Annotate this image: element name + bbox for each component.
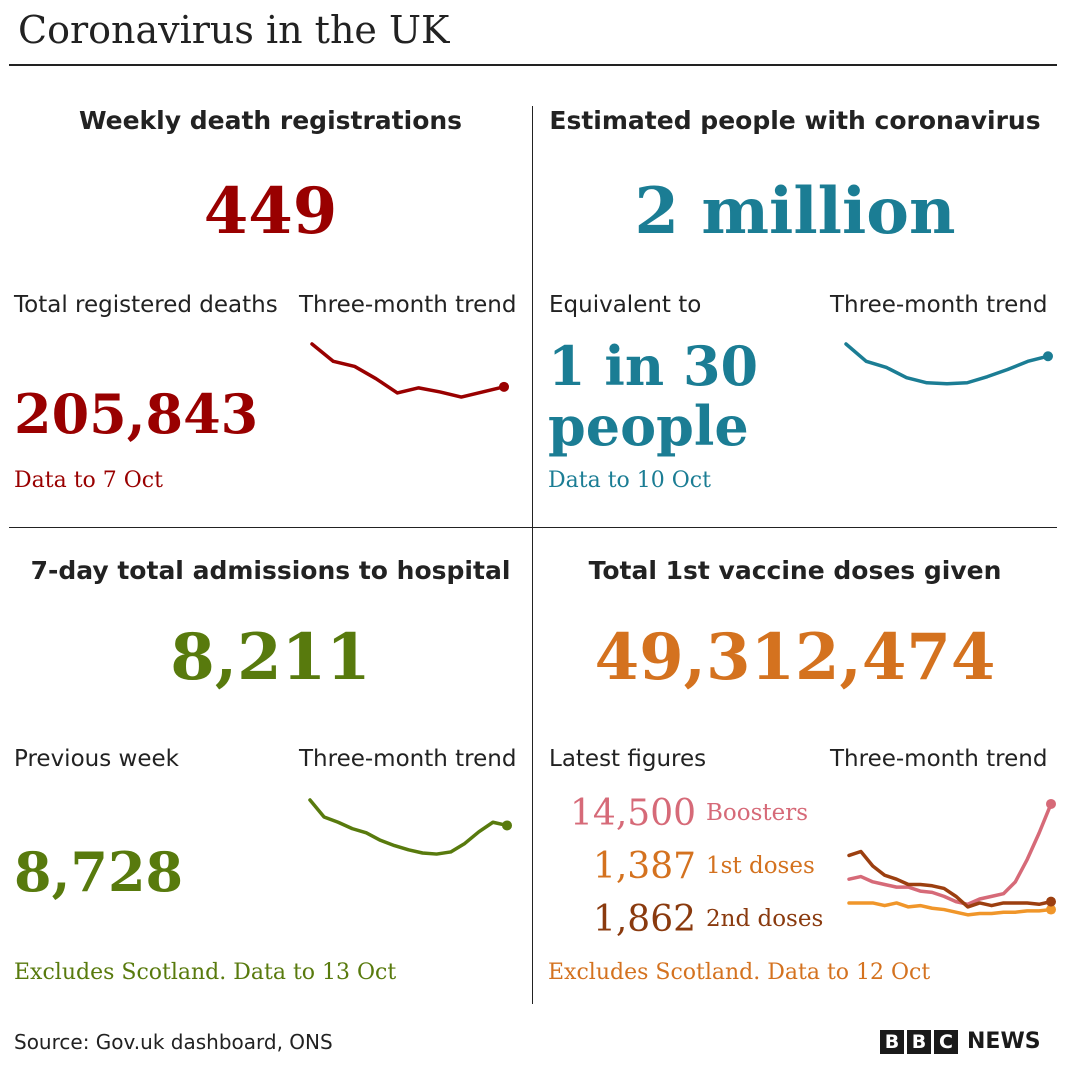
first-doses-label: 1st doses [706, 853, 815, 879]
title-divider [9, 64, 1057, 66]
vertical-divider [532, 106, 533, 1004]
boosters-trend-end-point [1046, 798, 1056, 809]
hospital-trend-label: Three-month trend [299, 746, 517, 772]
hospital-trend-line [308, 798, 509, 856]
infections-trend-label: Three-month trend [830, 292, 1048, 318]
infections-trend-line [844, 342, 1050, 386]
deaths-trend-line [310, 342, 506, 399]
hospital-trend-end-point [502, 820, 512, 831]
deaths-trend-end-point [499, 381, 509, 392]
hospital-previous-value: 8,728 [14, 840, 184, 904]
vaccine-heading: Total 1st vaccine doses given [588, 556, 1002, 585]
deaths-trend-label: Three-month trend [299, 292, 517, 318]
source-text: Source: Gov.uk dashboard, ONS [14, 1030, 333, 1054]
deaths-sub-label: Total registered deaths [14, 292, 278, 318]
first-doses-value: 1,387 [592, 846, 696, 887]
second-doses-label: 2nd doses [706, 906, 824, 932]
hospital-note: Excludes Scotland. Data to 13 Oct [14, 960, 397, 985]
infections-heading: Estimated people with coronavirus [549, 106, 1041, 135]
infections-value: 2 million [634, 174, 956, 249]
second-doses-value: 1,862 [592, 899, 696, 940]
boosters-value: 14,500 [570, 793, 696, 834]
hospital-sub-label: Previous week [14, 746, 179, 772]
vaccine-trend-label: Three-month trend [830, 746, 1048, 772]
deaths-trend-chart [310, 342, 509, 399]
hospital-trend-chart [308, 798, 512, 856]
infections-trend-end-point [1043, 351, 1053, 362]
deaths-note: Data to 7 Oct [14, 468, 163, 493]
vaccine-trend-chart [847, 798, 1056, 917]
infections-ratio-line2: people [548, 394, 749, 458]
vaccine-note: Excludes Scotland. Data to 12 Oct [548, 960, 931, 985]
first-doses-trend-line [847, 901, 1053, 917]
bbc-news-logo: B B C NEWS [880, 1029, 1041, 1054]
first-doses-trend-end-point [1046, 904, 1056, 915]
logo-letter-c: C [934, 1029, 958, 1054]
boosters-trend-line [847, 802, 1053, 907]
deaths-heading: Weekly death registrations [78, 106, 463, 135]
page-title: Coronavirus in the UK [18, 8, 450, 52]
logo-letter-b1: B [880, 1029, 904, 1054]
infections-ratio-line1: 1 in 30 [548, 334, 759, 398]
vaccine-value: 49,312,474 [594, 620, 996, 695]
second-doses-trend-line [847, 849, 1053, 909]
vaccine-sub-label: Latest figures [549, 746, 707, 772]
second-doses-trend-end-point [1046, 896, 1056, 907]
infections-sub-label: Equivalent to [549, 292, 702, 318]
deaths-total-value: 205,843 [14, 382, 259, 446]
hospital-value: 8,211 [170, 620, 371, 695]
logo-news: NEWS [967, 1029, 1041, 1054]
deaths-value: 449 [203, 174, 338, 249]
horizontal-divider [9, 527, 1057, 528]
hospital-heading: 7-day total admissions to hospital [30, 556, 511, 585]
logo-letter-b2: B [907, 1029, 931, 1054]
boosters-label: Boosters [706, 800, 809, 826]
infections-trend-chart [844, 342, 1053, 386]
infections-note: Data to 10 Oct [548, 468, 711, 493]
